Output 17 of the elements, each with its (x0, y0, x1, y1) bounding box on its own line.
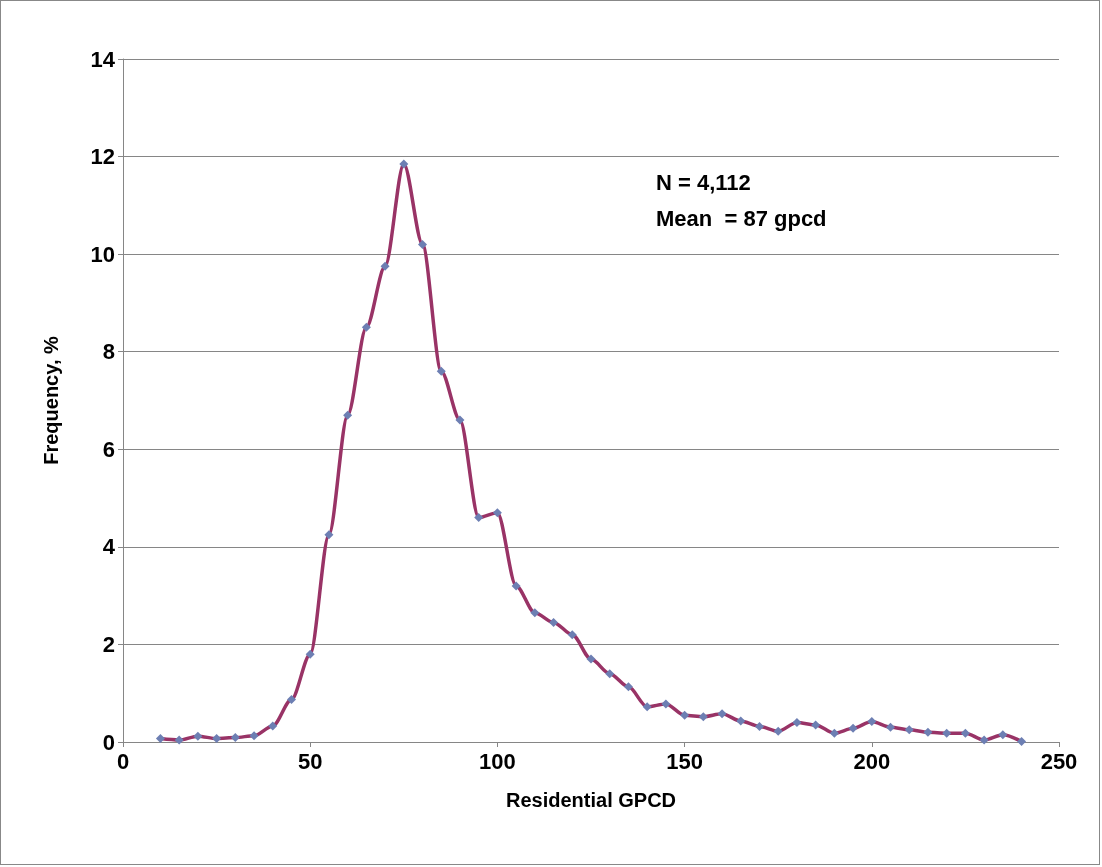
x-tick-label: 250 (1040, 748, 1078, 774)
y-tick-label: 10 (90, 241, 115, 267)
y-tick-label: 6 (102, 436, 115, 462)
x-axis-title: Residential GPCD (505, 789, 677, 811)
y-tick-label: 4 (102, 534, 116, 560)
x-tick-label: 100 (479, 748, 516, 774)
y-tick-label: 14 (90, 46, 116, 72)
y-tick-label: 2 (102, 631, 115, 657)
x-tick-label: 50 (297, 748, 323, 774)
y-axis-title: Frequency, % (40, 336, 62, 465)
x-tick-label: 150 (666, 748, 703, 774)
y-tick-label: 0 (102, 729, 115, 755)
x-tick-label: 200 (853, 748, 891, 774)
annotation: Mean = 87 gpcd (656, 205, 827, 231)
y-tick-label: 8 (102, 339, 115, 365)
y-tick-label: 12 (90, 144, 115, 170)
annotation: N = 4,112 (656, 169, 751, 195)
